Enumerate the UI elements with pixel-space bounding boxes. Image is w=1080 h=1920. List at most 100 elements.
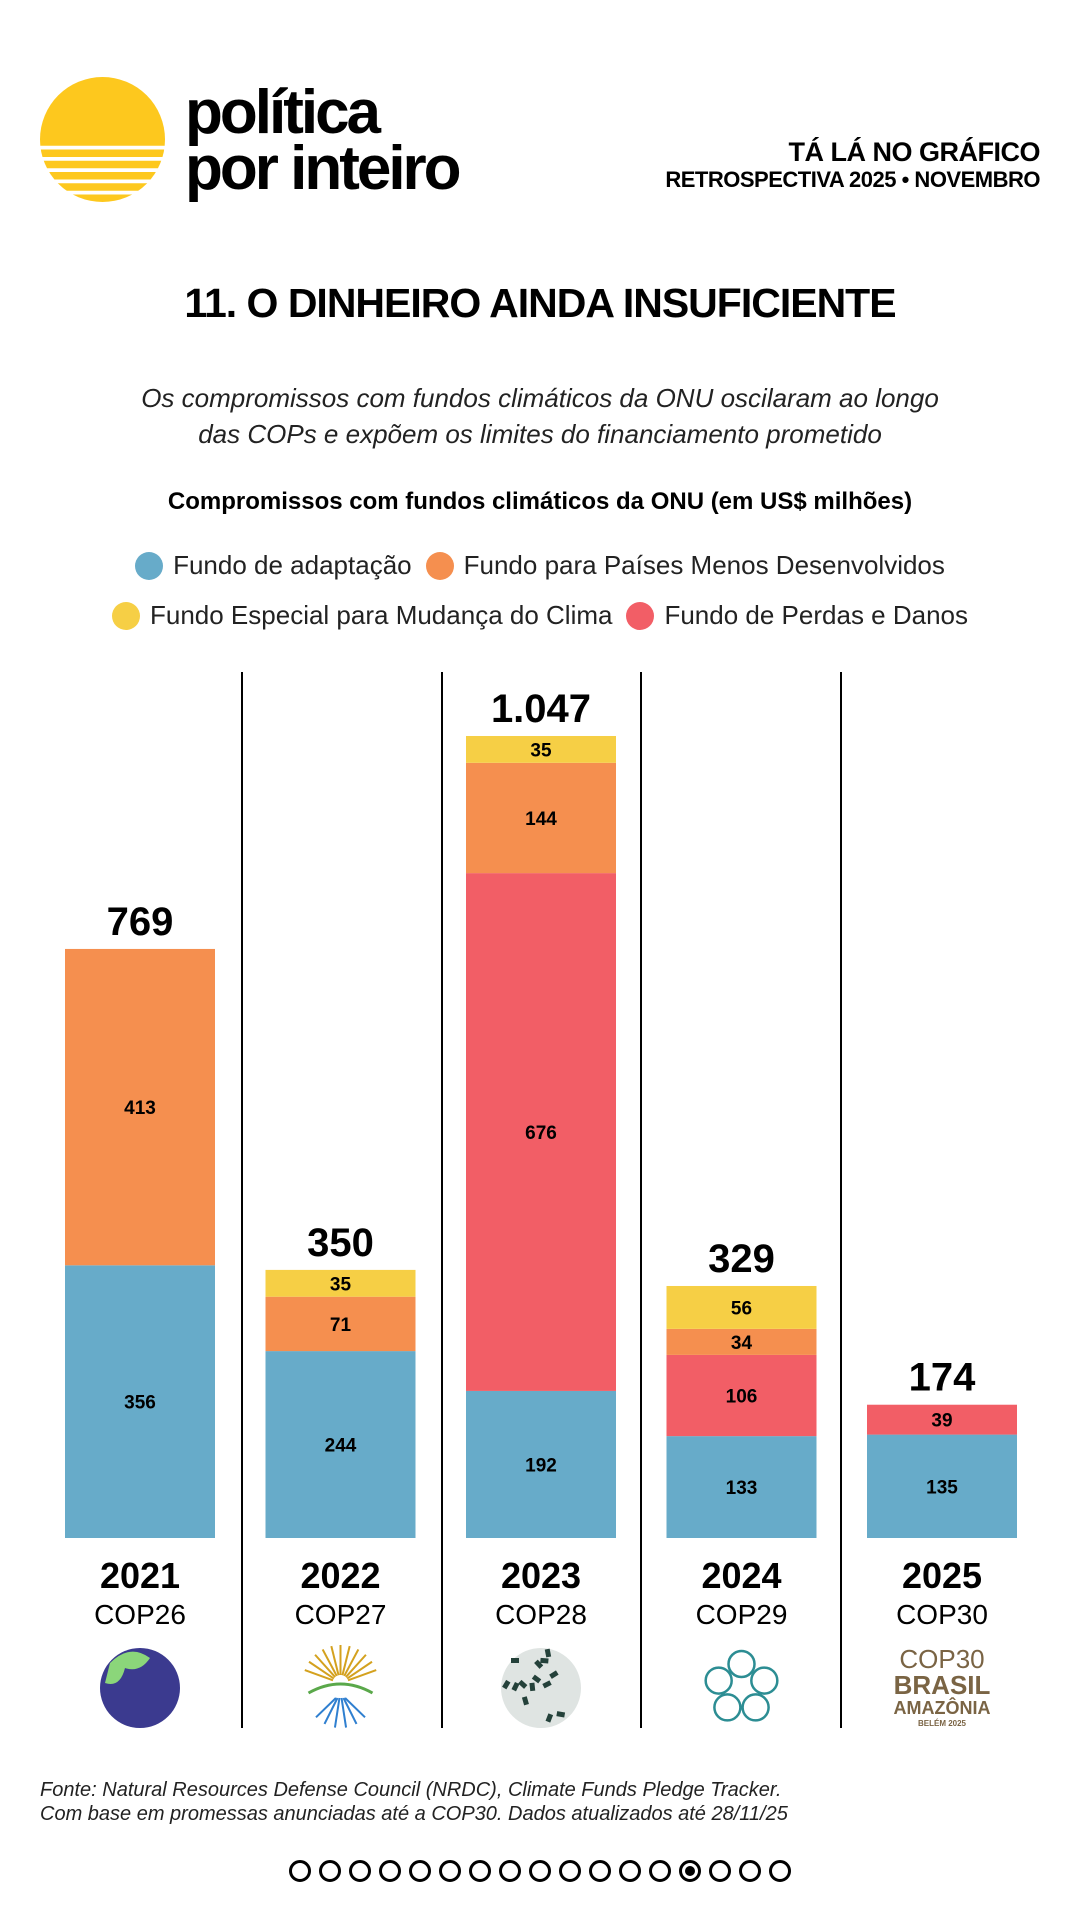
pagination-dot[interactable] — [439, 1860, 461, 1882]
cop29-swirl-icon — [713, 1693, 742, 1722]
cop28-pattern-icon — [540, 1657, 549, 1664]
segment-value-label: 144 — [525, 809, 557, 830]
year-label: 2023 — [501, 1555, 581, 1596]
cop28-pattern-icon — [534, 1659, 544, 1669]
source-note: Fonte: Natural Resources Defense Council… — [40, 1779, 782, 1801]
pagination-dot[interactable] — [349, 1860, 371, 1882]
pagination-dot[interactable] — [319, 1860, 341, 1882]
cop28-pattern-icon — [542, 1680, 552, 1689]
cop-label: COP26 — [94, 1599, 186, 1630]
segment-value-label: 39 — [931, 1411, 952, 1432]
pagination-dot[interactable] — [739, 1860, 761, 1882]
bar-segment — [65, 1265, 215, 1538]
kicker: TÁ LÁ NO GRÁFICO — [788, 137, 1041, 167]
pagination-dot[interactable] — [529, 1860, 551, 1882]
page-title: 11. O DINHEIRO AINDA INSUFICIENTE — [184, 280, 896, 326]
pagination-dot[interactable] — [409, 1860, 431, 1882]
cop28-pattern-icon — [502, 1679, 511, 1690]
segment-value-label: 135 — [926, 1477, 958, 1498]
brand-name-line1: política — [185, 78, 381, 147]
cop27-root-icon — [333, 1697, 341, 1728]
cop-label: COP27 — [295, 1599, 387, 1630]
bar-segment — [265, 1296, 416, 1352]
brand-sun-logo — [40, 77, 165, 202]
legend-item: Fundo para Países Menos Desenvolvidos — [425, 550, 945, 581]
cop27-sun-ray-icon — [304, 1669, 334, 1682]
pagination-dot[interactable] — [379, 1860, 401, 1882]
bar-segment — [265, 1351, 416, 1538]
segment-value-label: 413 — [124, 1098, 156, 1119]
year-label: 2021 — [100, 1555, 180, 1596]
segment-value-label: 676 — [525, 1123, 557, 1144]
subtitle-line: das COPs e expõem os limites do financia… — [198, 419, 882, 449]
bar-segment — [466, 873, 616, 1391]
legend-item: Fundo de adaptação — [135, 550, 412, 581]
cop28-pattern-icon — [531, 1674, 542, 1684]
subtitle: Os compromissos com fundos climáticos da… — [40, 380, 1040, 452]
year-label: 2022 — [300, 1555, 380, 1596]
bar-segment — [867, 1434, 1017, 1538]
cop27-sun-ray-icon — [345, 1654, 367, 1678]
subtitle-line: Os compromissos com fundos climáticos da… — [141, 383, 939, 413]
cop28-pattern-icon — [511, 1658, 519, 1663]
pagination-dot[interactable] — [619, 1860, 641, 1882]
bar-segment — [867, 1404, 1017, 1435]
cop28-pattern-icon — [511, 1681, 520, 1692]
cop28-pattern-icon — [544, 1648, 552, 1658]
cop28-pattern-icon — [521, 1696, 529, 1706]
cop27-sun-ray-icon — [330, 1645, 340, 1676]
pagination-dot[interactable] — [499, 1860, 521, 1882]
cop29-swirl-icon — [741, 1693, 770, 1722]
cop27-root-icon — [342, 1697, 358, 1725]
segment-value-label: 34 — [731, 1333, 753, 1354]
bar-segment — [65, 948, 215, 1266]
pagination-dot[interactable] — [469, 1860, 491, 1882]
bar-segment — [466, 735, 616, 763]
cop27-horizon-icon — [307, 1682, 374, 1695]
bar-segment — [666, 1436, 817, 1538]
segment-value-label: 244 — [325, 1436, 357, 1457]
cop27-sun-ray-icon — [346, 1660, 373, 1680]
cop27-sun-ray-icon — [343, 1648, 360, 1677]
pagination-dots — [0, 1860, 1080, 1882]
cop27-root-icon — [340, 1697, 348, 1728]
legend-swatch-icon — [111, 601, 140, 630]
pagination-dot[interactable] — [559, 1860, 581, 1882]
cop26-globe-land-icon — [105, 1651, 150, 1684]
pagination-dot[interactable] — [709, 1860, 731, 1882]
pagination-dot[interactable] — [679, 1860, 701, 1882]
cop30-logo-text: BRASIL — [894, 1670, 991, 1700]
segment-value-label: 35 — [330, 1274, 352, 1295]
cop27-sun-ray-icon — [314, 1654, 336, 1678]
cop27-root-icon — [323, 1697, 339, 1725]
segment-value-label: 71 — [330, 1315, 352, 1336]
pagination-dot[interactable] — [649, 1860, 671, 1882]
cop28-pattern-icon — [556, 1711, 566, 1718]
legend-item: Fundo Especial para Mudança do Clima — [111, 600, 612, 631]
cop27-sun-ray-icon — [341, 1645, 351, 1676]
cop28-circle-icon — [501, 1648, 581, 1728]
bar-segment — [666, 1354, 817, 1437]
legend-label: Fundo de adaptação — [173, 550, 412, 580]
cop29-swirl-icon — [750, 1666, 779, 1695]
segment-value-label: 192 — [525, 1455, 557, 1476]
bar-segment — [466, 762, 616, 874]
cop27-root-icon — [315, 1697, 337, 1719]
pagination-dot[interactable] — [769, 1860, 791, 1882]
series-label: RETROSPECTIVA 2025 • NOVEMBRO — [665, 167, 1040, 192]
bar-segment — [265, 1269, 416, 1297]
bar-segment — [666, 1285, 817, 1329]
footnote: Fonte: Natural Resources Defense Council… — [40, 1778, 788, 1826]
cop30-logo-text: COP30 — [899, 1644, 984, 1674]
segment-value-label: 106 — [726, 1387, 758, 1408]
cop30-logo-text: BELÉM 2025 — [918, 1719, 967, 1728]
cop30-logo-text: AMAZÔNIA — [894, 1697, 991, 1718]
pagination-dot[interactable] — [589, 1860, 611, 1882]
pagination-dot[interactable] — [289, 1860, 311, 1882]
segment-value-label: 35 — [530, 740, 552, 761]
year-label: 2024 — [701, 1555, 781, 1596]
cop-label: COP30 — [896, 1599, 988, 1630]
cop27-root-icon — [344, 1697, 366, 1719]
legend-swatch-icon — [135, 551, 164, 580]
bar-total-label: 769 — [107, 900, 174, 944]
